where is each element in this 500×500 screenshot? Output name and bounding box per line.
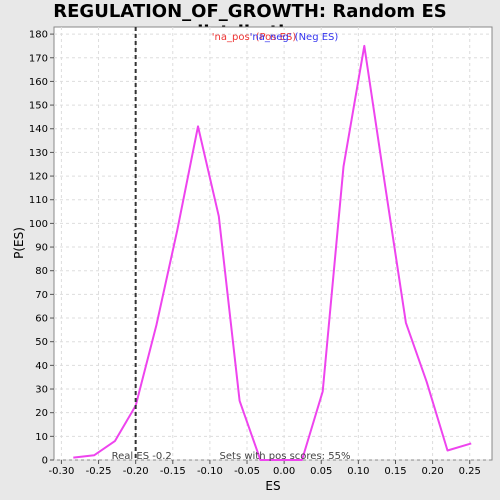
plot-area <box>53 26 493 461</box>
y-tick-label: 120 <box>29 172 48 183</box>
x-tick-label: 0.10 <box>347 466 369 477</box>
y-tick-label: 180 <box>29 30 48 41</box>
x-tick-label: -0.30 <box>48 466 74 477</box>
y-tick-label: 0 <box>42 456 48 467</box>
x-tick-label: -0.20 <box>123 466 149 477</box>
y-tick-label: 110 <box>29 195 48 206</box>
y-tick-label: 160 <box>29 77 48 88</box>
x-tick-label: -0.15 <box>160 466 186 477</box>
footer-annotation: Sets with pos scores: 55% <box>220 451 351 462</box>
y-tick-label: 140 <box>29 124 48 135</box>
legend-neg-label: 'na_neg' (Neg ES) <box>250 32 339 43</box>
y-tick-label: 30 <box>35 385 48 396</box>
real-es-label: Real ES -0.2 <box>112 451 172 462</box>
grid-layer <box>54 27 492 461</box>
y-tick-label: 130 <box>29 148 48 159</box>
legend-pos-label: 'na_pos' (Pos ES) <box>212 32 297 43</box>
x-tick-label: 0.15 <box>384 466 406 477</box>
y-tick-label: 150 <box>29 101 48 112</box>
y-tick-label: 70 <box>35 290 48 301</box>
x-tick-label: 0.25 <box>459 466 481 477</box>
x-tick-label: 0.00 <box>273 466 295 477</box>
x-tick-label: -0.10 <box>197 466 223 477</box>
y-tick-label: 40 <box>35 361 48 372</box>
x-tick-label: -0.25 <box>86 466 112 477</box>
y-tick-label: 20 <box>35 408 48 419</box>
y-tick-label: 170 <box>29 53 48 64</box>
x-tick-label: 0.05 <box>310 466 332 477</box>
x-tick-label: 0.20 <box>421 466 443 477</box>
series-layer <box>73 44 472 461</box>
y-tick-label: 80 <box>35 266 48 277</box>
axis-layer: 0 10 20 30 40 50 60 70 80 90 100 110 120 130 140 150 160… <box>29 30 481 477</box>
x-tick-label: -0.05 <box>234 466 260 477</box>
y-tick-label: 100 <box>29 219 48 230</box>
y-axis-label: P(ES) <box>12 227 26 259</box>
y-tick-label: 90 <box>35 243 48 254</box>
y-tick-label: 10 <box>35 432 48 443</box>
ref-layer: Real ES -0.2 <box>112 27 172 462</box>
x-axis-label: ES <box>265 479 280 493</box>
y-tick-label: 50 <box>35 337 48 348</box>
y-tick-label: 60 <box>35 314 48 325</box>
es-distribution-line <box>73 44 472 461</box>
